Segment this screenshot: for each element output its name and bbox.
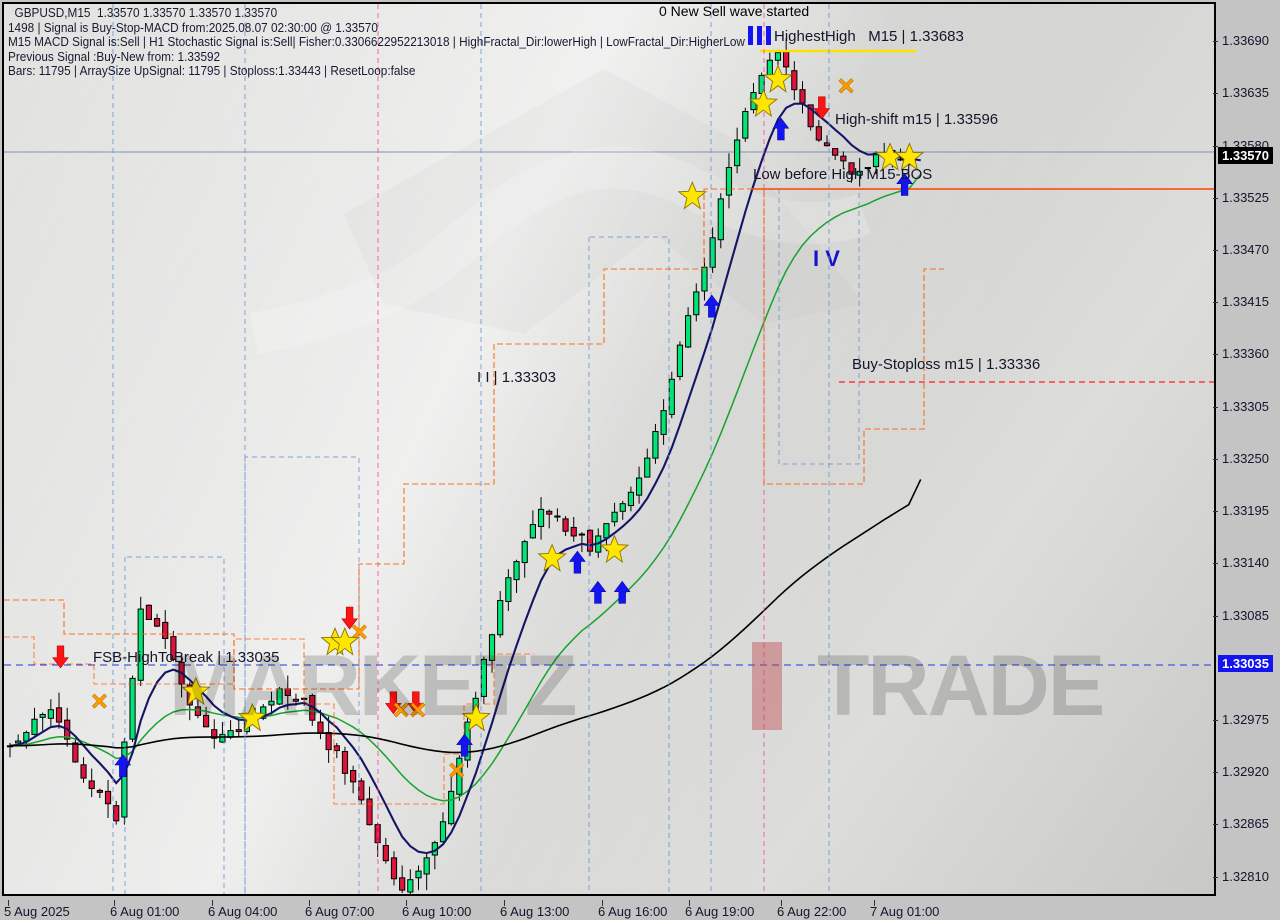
svg-text:I V: I V xyxy=(813,246,840,271)
